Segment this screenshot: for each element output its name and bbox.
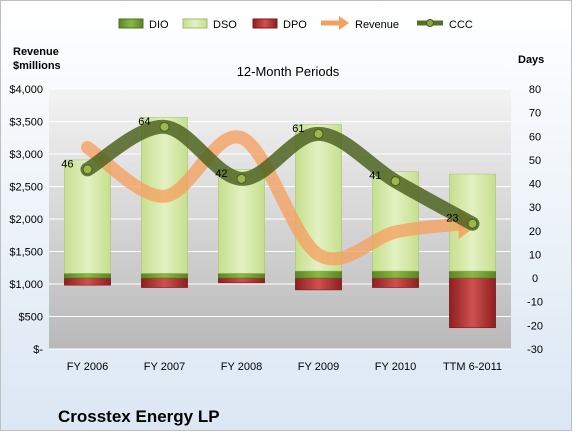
bar-dio [372,270,419,279]
legend: DIO DSO DPO Revenue CCC [118,16,473,31]
right-tick-label: -20 [527,320,543,332]
legend-label-revenue: Revenue [355,19,399,31]
ccc-layer: 46 64 42 61 41 23 [61,116,480,231]
bar-dio [449,270,496,279]
left-axis-title-line1: Revenue [13,46,59,58]
left-tick-label: $3,500 [9,117,43,129]
bar-dpo [64,277,111,286]
right-tick-label: 30 [529,202,541,214]
bar-dio [141,273,188,279]
legend-swatch-dpo [252,18,278,29]
ccc-data-label: 64 [138,116,150,128]
ccc-data-label: 42 [215,168,227,180]
legend-swatch-dio [118,18,144,29]
right-tick-label: 20 [529,226,541,238]
ccc-marker [236,173,247,184]
right-tick-label: -10 [527,297,543,309]
legend-label-ccc: CCC [449,19,473,31]
ccc-line [80,119,480,231]
legend-swatch-dso [182,18,208,29]
right-tick-label: 40 [529,179,541,191]
ccc-data-label: 41 [369,170,381,182]
ccc-data-label: 46 [61,158,73,170]
bar-dpo [141,277,188,288]
left-axis-ticks: $- $500 $1,000 $1,500 $2,000 $2,500 $3,000 $3,5… [9,84,43,356]
bar-dpo [449,277,496,329]
left-tick-label: $500 [19,312,43,324]
legend-label-dso: DSO [213,19,237,31]
left-tick-label: $3,000 [9,149,43,161]
category-labels: FY 2006 FY 2007 FY 2008 FY 2009 FY 2010 TTM 6… [67,361,502,373]
category-label: FY 2006 [67,361,108,373]
ccc-marker [313,128,324,139]
right-tick-label: 80 [529,84,541,96]
left-tick-label: $1,000 [9,279,43,291]
legend-swatch-ccc [417,19,443,27]
right-tick-label: 10 [529,249,541,261]
right-tick-label: -30 [527,344,543,356]
left-tick-label: $- [33,344,43,356]
left-tick-label: $4,000 [9,84,43,96]
category-label: FY 2009 [298,361,339,373]
category-label: FY 2010 [375,361,416,373]
left-tick-label: $1,500 [9,247,43,259]
right-tick-label: 0 [532,273,538,285]
company-name: Crosstex Energy LP [58,407,220,426]
ccc-marker [82,164,93,175]
left-axis-title-line2: $millions [13,60,61,72]
left-tick-label: $2,500 [9,182,43,194]
right-tick-label: 70 [529,108,541,120]
bar-dpo [295,277,342,291]
legend-label-dio: DIO [149,19,169,31]
category-label: FY 2008 [221,361,262,373]
bar-dio [295,270,342,279]
bar-dso [64,159,111,274]
ccc-data-label: 23 [446,213,458,225]
ccc-marker [467,218,478,229]
bar-dio [64,273,111,279]
ccc-marker [159,121,170,132]
bar-dso [218,169,265,274]
bar-dpo [218,277,265,284]
right-axis-title: Days [518,54,544,66]
left-tick-label: $2,000 [9,214,43,226]
category-label: FY 2007 [144,361,185,373]
ccc-marker [390,176,401,187]
legend-swatch-revenue [321,16,349,30]
chart-title: 12-Month Periods [237,64,340,79]
right-tick-label: 50 [529,155,541,167]
right-axis-ticks: -30 -20 -10 0 10 20 30 40 50 60 70 80 [527,84,543,356]
bar-dpo [372,277,419,288]
bar-dio [218,273,265,279]
legend-label-dpo: DPO [283,19,307,31]
ccc-data-label: 61 [292,123,304,135]
right-tick-label: 60 [529,131,541,143]
category-label: TTM 6-2011 [443,361,502,373]
